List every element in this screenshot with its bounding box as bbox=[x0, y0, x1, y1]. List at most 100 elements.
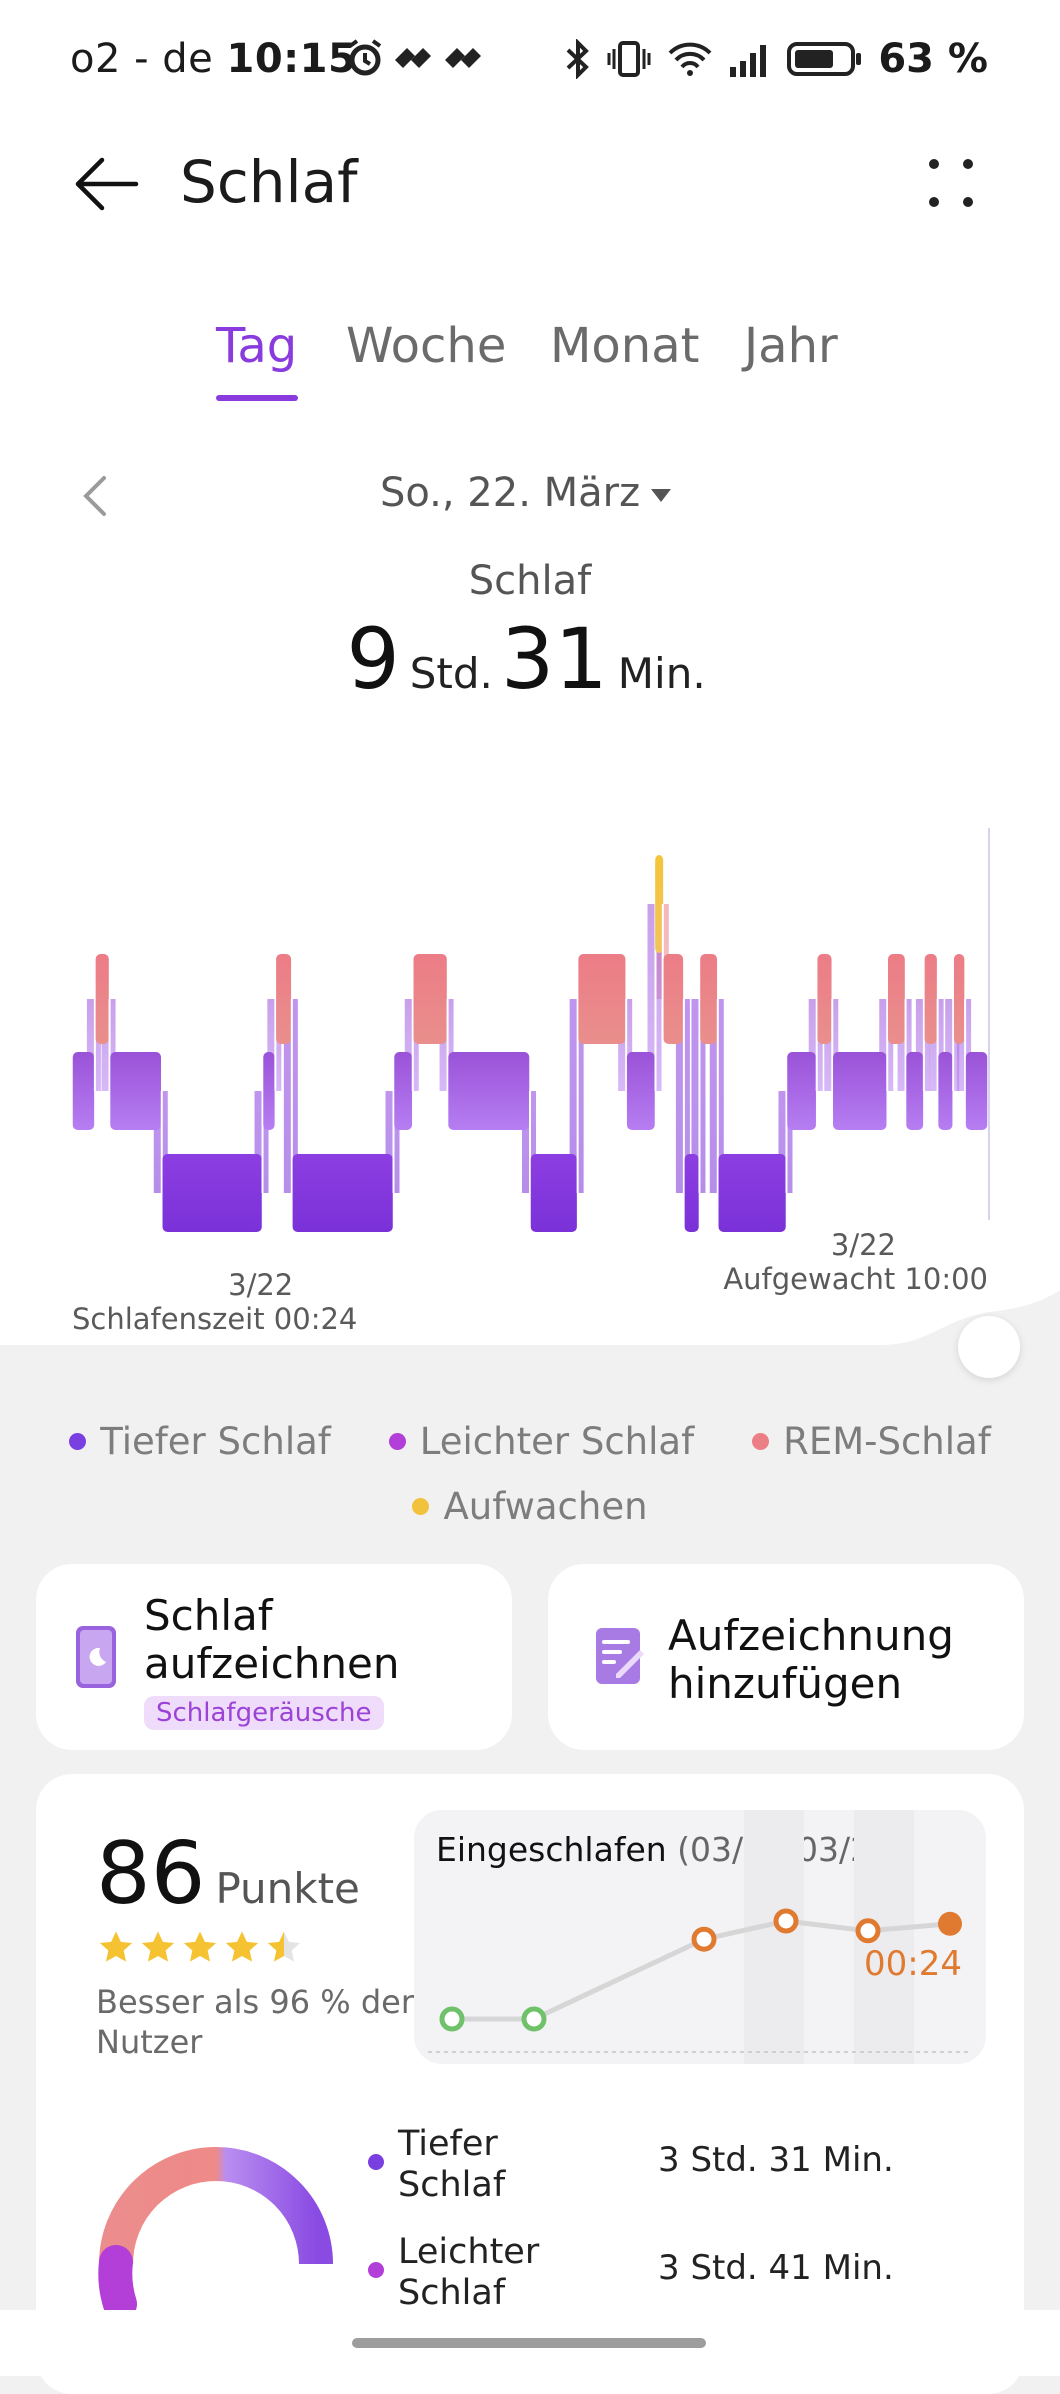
score-unit: Punkte bbox=[215, 1864, 360, 1913]
fall-asleep-trend[interactable]: Eingeschlafen (03/16-03/22) 00:24 bbox=[414, 1810, 986, 2064]
stage-transition-gap bbox=[576, 999, 579, 1193]
stage-segment-rem bbox=[887, 954, 905, 1044]
stage-segment-rem bbox=[817, 954, 832, 1044]
wifi-icon bbox=[668, 42, 712, 76]
battery-percent: 63 % bbox=[878, 36, 988, 82]
scroll-handle[interactable] bbox=[958, 1316, 1020, 1378]
stat-deep-sleep: Tiefer Schlaf bbox=[368, 2124, 505, 2206]
sleep-score-card[interactable]: 86 Punkte Besser als 96 % der Nutzer Eing… bbox=[36, 1774, 1024, 2394]
legend-rem-sleep: REM-Schlaf bbox=[752, 1420, 991, 1463]
stage-segment-light bbox=[626, 1052, 655, 1130]
trend-point bbox=[773, 1908, 799, 1934]
stage-segment-rem bbox=[953, 954, 965, 1044]
stage-segment-deep bbox=[684, 1154, 699, 1232]
stage-transition-gap bbox=[922, 999, 925, 1091]
carrier: o2 - de bbox=[70, 36, 214, 82]
add-record-title-line2: hinzufügen bbox=[668, 1659, 903, 1708]
stage-transition-gap bbox=[529, 1091, 531, 1193]
period-tabs: Tag Woche Monat Jahr bbox=[0, 318, 1060, 408]
stage-segment-rem bbox=[413, 954, 447, 1044]
add-record-title-line1: Aufzeichnung bbox=[668, 1611, 954, 1660]
sleep-sounds-chip: Schlafgeräusche bbox=[144, 1696, 384, 1730]
legend-label: Tiefer Schlaf bbox=[100, 1420, 331, 1463]
stage-transition-gap bbox=[446, 999, 449, 1091]
trend-title-text: Eingeschlafen bbox=[436, 1830, 667, 1869]
home-indicator[interactable] bbox=[352, 2338, 706, 2348]
sleep-total-label: Schlaf bbox=[468, 558, 592, 604]
sleep-end-time: Aufgewacht 10:00 bbox=[723, 1262, 988, 1296]
trend-line bbox=[452, 1918, 951, 2022]
stage-segment-light bbox=[394, 1052, 413, 1130]
tab-year[interactable]: Jahr bbox=[744, 318, 838, 374]
tab-month[interactable]: Monat bbox=[550, 318, 700, 374]
record-sleep-title: Schlaf aufzeichnen bbox=[144, 1592, 400, 1688]
stage-segment-light bbox=[833, 1052, 887, 1130]
sleep-start-date: 3/22 bbox=[228, 1268, 294, 1302]
clock: 10:15 bbox=[226, 36, 357, 82]
stage-transition-gap bbox=[392, 1091, 395, 1193]
dropdown-triangle-icon[interactable] bbox=[650, 488, 672, 504]
stage-transition-gap bbox=[625, 999, 628, 1091]
stage-segment-wake bbox=[655, 855, 664, 953]
note-edit-icon bbox=[596, 1628, 644, 1684]
alarm-icon bbox=[348, 39, 382, 76]
duration-hours-unit: Std. bbox=[409, 649, 493, 698]
panel-curve bbox=[0, 1290, 1060, 1370]
tab-week[interactable]: Woche bbox=[346, 318, 507, 374]
legend-awake: Aufwachen bbox=[412, 1485, 648, 1528]
stage-segment-rem bbox=[700, 954, 718, 1044]
half-star-icon bbox=[267, 1931, 301, 1962]
stage-segment-light bbox=[906, 1052, 924, 1130]
stage-segment-rem bbox=[924, 954, 937, 1044]
stage-transition-gap bbox=[964, 999, 967, 1091]
legend-label: Aufwachen bbox=[443, 1485, 648, 1528]
star-icon bbox=[99, 1931, 133, 1962]
star-icon bbox=[141, 1931, 175, 1962]
stage-transition-gap bbox=[160, 1091, 163, 1193]
sleep-end-date: 3/22 bbox=[830, 1228, 896, 1262]
health-sync-icon bbox=[395, 48, 431, 68]
stage-segment-light bbox=[938, 1052, 953, 1130]
stage-transition-gap bbox=[290, 999, 293, 1193]
sleep-stage-chart bbox=[72, 828, 990, 1232]
previous-day-icon[interactable] bbox=[80, 474, 110, 518]
duration-hours: 9 bbox=[346, 610, 400, 708]
back-arrow-icon[interactable] bbox=[72, 154, 142, 214]
stage-transition-gap bbox=[886, 999, 889, 1091]
sleep-end-label: 3/22 Aufgewacht 10:00 bbox=[723, 1228, 988, 1296]
page-title: Schlaf bbox=[180, 148, 358, 216]
top-panel: o2 - de 10:15 63 % Schlaf Tag Woche Mona… bbox=[0, 0, 1060, 1345]
stage-segment-light bbox=[110, 1052, 162, 1130]
stage-transition-gap bbox=[274, 999, 277, 1091]
stat-label-line2: Schlaf bbox=[398, 2273, 506, 2313]
duration-minutes: 31 bbox=[500, 610, 608, 708]
tab-day[interactable]: Tag bbox=[216, 318, 298, 374]
stage-transition-gap bbox=[261, 1091, 264, 1193]
vibrate-icon bbox=[607, 41, 651, 77]
record-sleep-card[interactable]: Schlaf aufzeichnen Schlafgeräusche bbox=[36, 1564, 512, 1750]
stage-segment-rem bbox=[95, 954, 109, 1044]
signal-icon bbox=[730, 45, 767, 77]
star-icon bbox=[225, 1931, 259, 1962]
stage-segment-deep bbox=[162, 1154, 262, 1232]
legend-label: Leichter Schlaf bbox=[419, 1420, 695, 1463]
score-stars bbox=[98, 1930, 302, 1964]
app-bar: Schlaf bbox=[0, 130, 1060, 240]
legend-dot bbox=[412, 1498, 430, 1515]
battery-icon bbox=[787, 42, 862, 76]
legend-dot bbox=[752, 1433, 770, 1450]
more-menu-icon[interactable] bbox=[924, 156, 978, 210]
add-record-card[interactable]: Aufzeichnung hinzufügen bbox=[548, 1564, 1024, 1750]
legend-dot bbox=[69, 1433, 87, 1450]
date-label[interactable]: So., 22. März bbox=[380, 470, 641, 516]
stage-transition-gap bbox=[411, 999, 414, 1091]
stage-transition-gap bbox=[952, 999, 955, 1091]
record-sleep-title-line1: Schlaf bbox=[144, 1591, 273, 1640]
stat-label-line1: Leichter bbox=[398, 2232, 540, 2272]
sleep-start-time: Schlafenszeit 00:24 bbox=[72, 1302, 358, 1336]
stage-transition-gap bbox=[108, 999, 111, 1091]
stage-transition-gap bbox=[831, 999, 834, 1091]
stage-segment-light bbox=[965, 1052, 988, 1130]
stage-segment-deep bbox=[718, 1154, 786, 1232]
legend-dot bbox=[388, 1433, 406, 1450]
